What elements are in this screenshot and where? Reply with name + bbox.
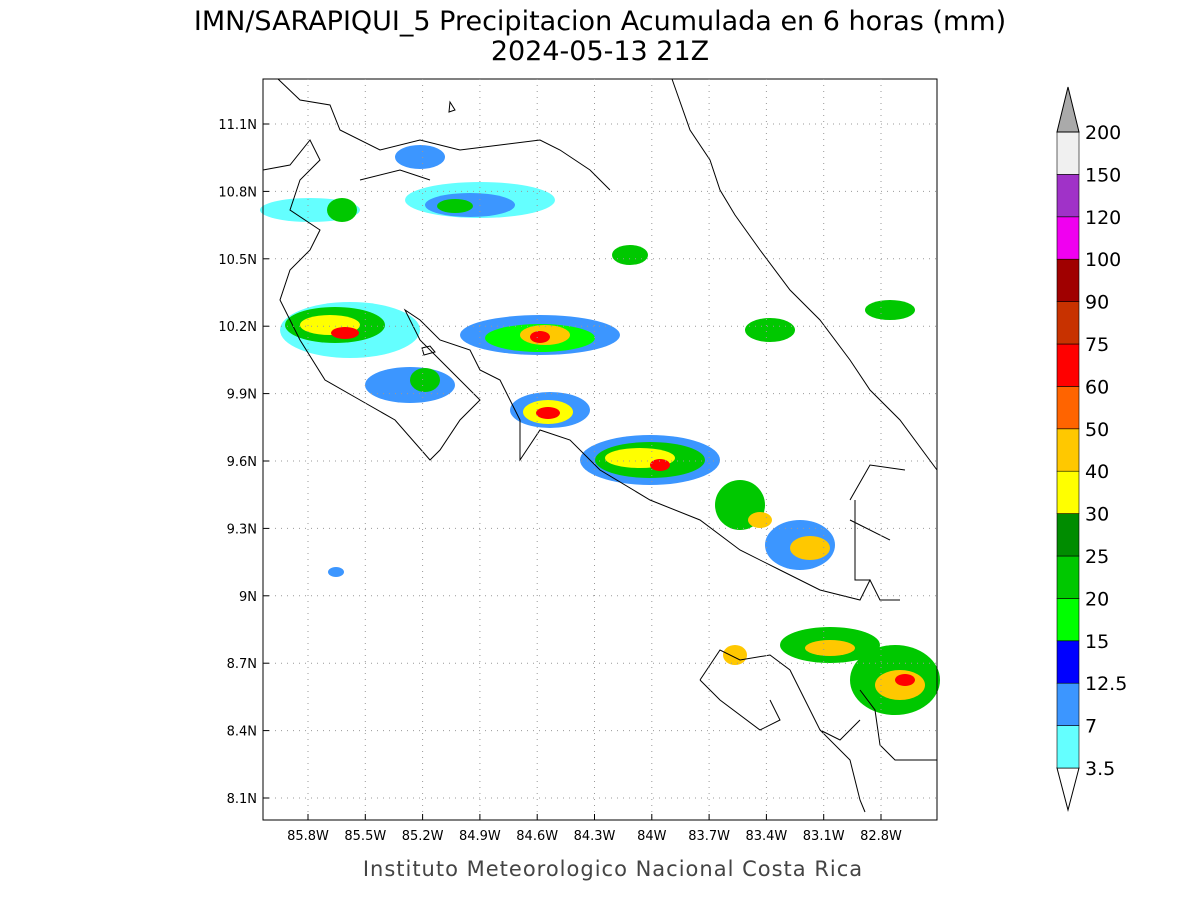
colorbar-segment bbox=[1056, 682, 1080, 726]
lat-label: 9.3N bbox=[227, 522, 257, 537]
colorbar-segment bbox=[1056, 428, 1080, 472]
colorbar-segment bbox=[1056, 598, 1080, 642]
colorbar-label: 15 bbox=[1085, 631, 1109, 653]
subtitle: 2024-05-13 21Z bbox=[491, 36, 709, 67]
lon-label: 83.1W bbox=[803, 829, 845, 844]
coastlines bbox=[262, 78, 938, 813]
colorbar-label: 120 bbox=[1085, 207, 1121, 229]
lat-label: 10.8N bbox=[218, 185, 257, 200]
lon-label: 83.4W bbox=[745, 829, 787, 844]
colorbar-segment bbox=[1056, 301, 1080, 345]
colorbar-segment bbox=[1056, 640, 1080, 684]
colorbar-segment bbox=[1056, 216, 1080, 260]
precipitation-field bbox=[260, 145, 940, 715]
colorbar-label: 40 bbox=[1085, 461, 1109, 483]
colorbar-segment bbox=[1056, 258, 1080, 302]
colorbar-segment bbox=[1056, 386, 1080, 430]
colorbar-label: 100 bbox=[1085, 249, 1121, 271]
lon-label: 84W bbox=[637, 829, 667, 844]
lon-label: 84.3W bbox=[574, 829, 616, 844]
colorbar-label: 150 bbox=[1085, 164, 1121, 186]
lat-label: 8.7N bbox=[227, 657, 257, 672]
colorbar-segment bbox=[1056, 131, 1080, 175]
colorbar-label: 90 bbox=[1085, 292, 1109, 314]
colorbar-label: 25 bbox=[1085, 546, 1109, 568]
lon-label: 82.8W bbox=[860, 829, 902, 844]
colorbar-segment bbox=[1056, 343, 1080, 387]
lon-label: 83.7W bbox=[688, 829, 730, 844]
lat-label: 9.6N bbox=[227, 455, 257, 470]
lon-label: 85.5W bbox=[344, 829, 386, 844]
lon-label: 84.6W bbox=[516, 829, 558, 844]
colorbar-label: 20 bbox=[1085, 588, 1109, 610]
map-frame bbox=[262, 78, 938, 821]
colorbar-segment bbox=[1056, 555, 1080, 599]
colorbar-label: 75 bbox=[1085, 334, 1109, 356]
footer: Instituto Meteorologico Nacional Costa R… bbox=[363, 857, 863, 881]
colorbar-label: 12.5 bbox=[1085, 673, 1127, 695]
lat-label: 8.1N bbox=[227, 792, 257, 807]
colorbar-triangle bbox=[1056, 86, 1080, 133]
colorbar-segment bbox=[1056, 513, 1080, 557]
colorbar-label: 50 bbox=[1085, 419, 1109, 441]
colorbar-label: 60 bbox=[1085, 376, 1109, 398]
title: IMN/SARAPIQUI_5 Precipitacion Acumulada … bbox=[194, 6, 1006, 37]
lat-label: 8.4N bbox=[227, 725, 257, 740]
lat-label: 9N bbox=[239, 590, 257, 605]
lat-label: 9.9N bbox=[227, 388, 257, 403]
lon-label: 85.2W bbox=[402, 829, 444, 844]
colorbar-label: 200 bbox=[1085, 122, 1121, 144]
lon-label: 85.8W bbox=[287, 829, 329, 844]
lon-label: 84.9W bbox=[459, 829, 501, 844]
colorbar-label: 30 bbox=[1085, 504, 1109, 526]
lat-label: 11.1N bbox=[218, 118, 257, 133]
map-area bbox=[260, 78, 940, 821]
colorbar-triangle bbox=[1056, 767, 1080, 812]
colorbar-segment bbox=[1056, 174, 1080, 218]
lat-label: 10.5N bbox=[218, 253, 257, 268]
colorbar-label: 7 bbox=[1085, 716, 1097, 738]
colorbar-segment bbox=[1056, 725, 1080, 769]
colorbar-segment bbox=[1056, 470, 1080, 514]
lat-label: 10.2N bbox=[218, 320, 257, 335]
colorbar-label: 3.5 bbox=[1085, 758, 1115, 780]
